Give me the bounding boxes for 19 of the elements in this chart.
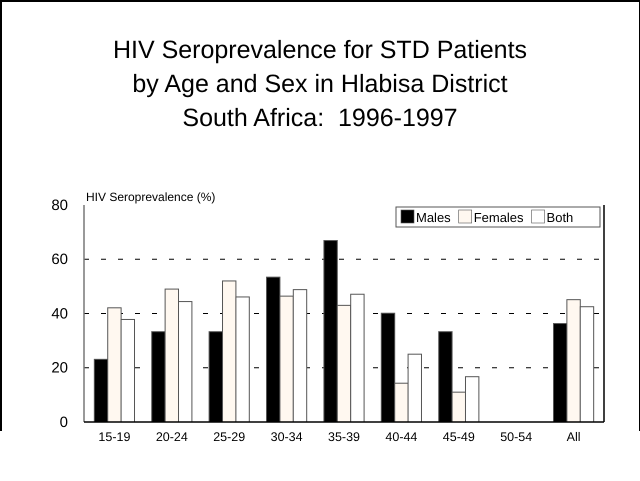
x-tick-label: 25-29 <box>213 430 246 444</box>
legend-label: Both <box>546 210 574 225</box>
x-tick-label: 20-24 <box>156 430 188 444</box>
x-tick-label: 45-49 <box>442 430 475 444</box>
y-tick-label: 60 <box>51 251 68 268</box>
chart-title: HIV Seroprevalence for STD Patients by Age and Sex in Hlabisa District South Africa: 1996-1997 <box>112 36 528 132</box>
y-tick-label: 0 <box>60 414 68 431</box>
legend-label: Males <box>416 210 452 225</box>
y-axis-title: HIV Seroprevalence (%) <box>86 190 216 204</box>
y-tick-label: 40 <box>51 305 68 322</box>
x-tick-label: 30-34 <box>270 430 303 444</box>
legend-label: Females <box>474 210 524 225</box>
y-tick-label: 80 <box>51 196 68 214</box>
x-tick-label: 15-19 <box>98 430 130 444</box>
x-tick-label: 35-39 <box>328 430 360 444</box>
x-tick-label: 40-44 <box>385 430 418 444</box>
y-tick-label: 20 <box>51 360 68 377</box>
x-tick-label: 50-54 <box>500 430 532 444</box>
x-tick-label: All <box>566 430 581 444</box>
